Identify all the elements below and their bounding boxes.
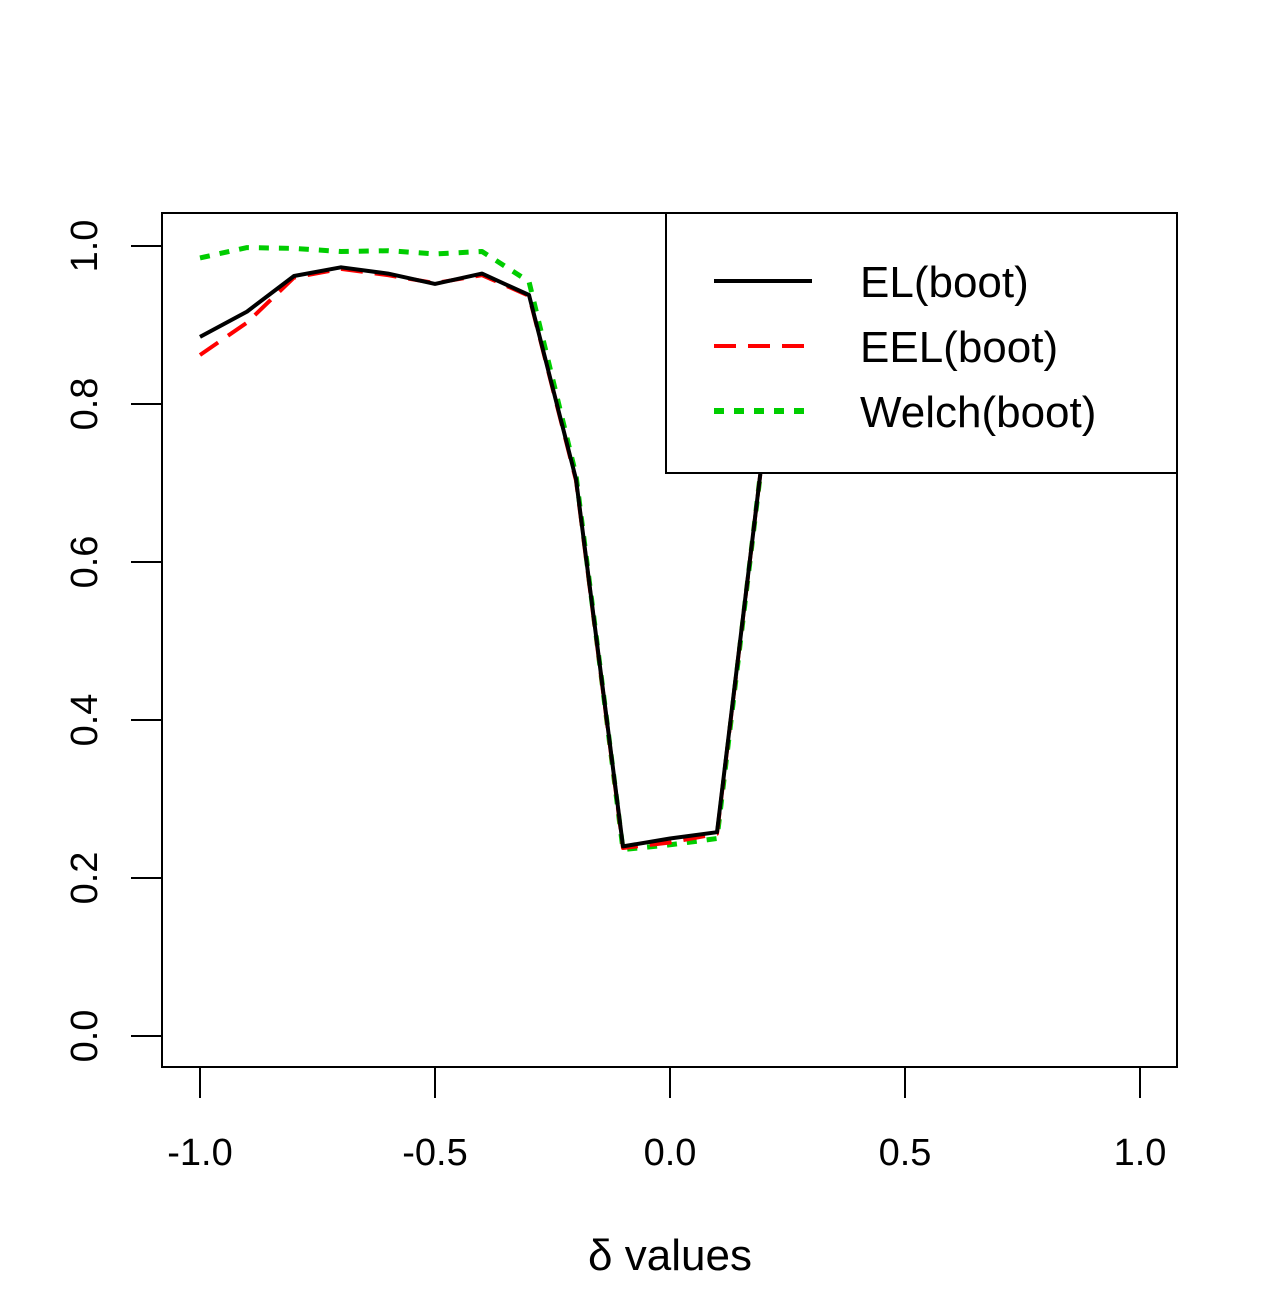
y-tick-label: 0.6 (64, 536, 106, 589)
x-tick-label: 0.5 (879, 1132, 932, 1174)
y-tick-label: 0.8 (64, 378, 106, 431)
x-tick-label: 0.0 (644, 1132, 697, 1174)
series-layer (198, 245, 767, 853)
x-axis: -1.0 -0.5 0.0 0.5 1.0 (167, 1066, 1166, 1174)
x-tick-label: -1.0 (167, 1132, 232, 1174)
legend-items: EL(boot) EEL(boot) Welch(boot) (714, 258, 1096, 437)
series-line-el-boot (199, 265, 766, 849)
legend-label: EEL(boot) (860, 323, 1058, 372)
y-tick-label: 0.4 (64, 694, 106, 747)
y-axis: 0.0 0.2 0.4 0.6 0.8 1.0 (64, 220, 163, 1063)
legend: EL(boot) EEL(boot) Welch(boot) (665, 212, 1178, 474)
y-axis-ticks: 0.0 0.2 0.4 0.6 0.8 1.0 (64, 220, 162, 1063)
x-tick-label: 1.0 (1114, 1132, 1167, 1174)
legend-box (665, 212, 1178, 474)
x-tick-label: -0.5 (402, 1132, 467, 1174)
x-axis-title: δ values (588, 1231, 752, 1280)
legend-label: EL(boot) (860, 258, 1029, 307)
y-tick-label: 0.2 (64, 852, 106, 905)
y-tick-label: 1.0 (64, 220, 106, 273)
y-tick-label: 0.0 (64, 1010, 106, 1063)
x-axis-ticks: -1.0 -0.5 0.0 0.5 1.0 (167, 1067, 1166, 1174)
series-line-welch-boot (199, 245, 767, 853)
legend-label: Welch(boot) (860, 388, 1096, 437)
